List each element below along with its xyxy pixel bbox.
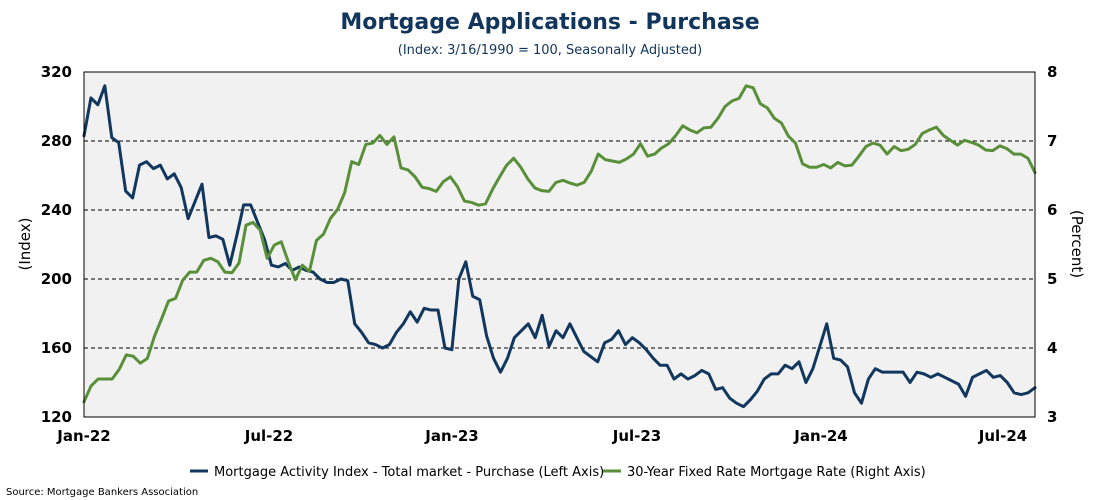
x-tick-label: Jan-23 [424, 427, 478, 445]
plot-border [83, 71, 1036, 418]
chart-title: Mortgage Applications - Purchase [340, 10, 759, 35]
right-tick-label: 5 [1047, 270, 1057, 288]
right-tick-label: 7 [1047, 132, 1057, 150]
rate-series-line [82, 84, 1037, 404]
x-tick-label: Jul-23 [612, 427, 662, 445]
left-axis-ticks: 120 160 200 240 280 320 [41, 63, 72, 426]
left-tick-label: 280 [41, 132, 72, 150]
index-series-line [82, 84, 1037, 409]
source-note: Source: Mortgage Bankers Association [6, 487, 198, 498]
left-tick-label: 240 [41, 201, 72, 219]
right-tick-label: 8 [1047, 63, 1057, 81]
right-tick-label: 3 [1047, 408, 1057, 426]
right-tick-label: 4 [1047, 339, 1057, 357]
legend-label-rate: 30-Year Fixed Rate Mortgage Rate (Right … [627, 465, 926, 480]
x-tick-label: Jul-24 [978, 427, 1028, 445]
left-axis-title: (Index) [16, 218, 34, 271]
right-axis-ticks: 3 4 5 6 7 8 [1047, 63, 1057, 426]
x-tick-label: Jan-22 [56, 427, 110, 445]
x-axis-ticks: Jan-22 Jul-22 Jan-23 Jul-23 Jan-24 Jul-24 [56, 427, 1027, 445]
x-tick-label: Jan-24 [793, 427, 847, 445]
chart-subtitle: (Index: 3/16/1990 = 100, Seasonally Adju… [398, 43, 702, 58]
series-layer [82, 84, 1037, 409]
left-tick-label: 120 [41, 408, 72, 426]
left-tick-label: 160 [41, 339, 72, 357]
legend: Mortgage Activity Index - Total market -… [190, 465, 926, 480]
legend-label-index: Mortgage Activity Index - Total market -… [214, 465, 604, 480]
right-tick-label: 6 [1047, 201, 1057, 219]
gridlines [84, 140, 1035, 349]
left-tick-label: 200 [41, 270, 72, 288]
left-tick-label: 320 [41, 63, 72, 81]
right-axis-title: (Percent) [1068, 210, 1086, 278]
x-tick-label: Jul-22 [244, 427, 294, 445]
plot-area [84, 72, 1035, 417]
